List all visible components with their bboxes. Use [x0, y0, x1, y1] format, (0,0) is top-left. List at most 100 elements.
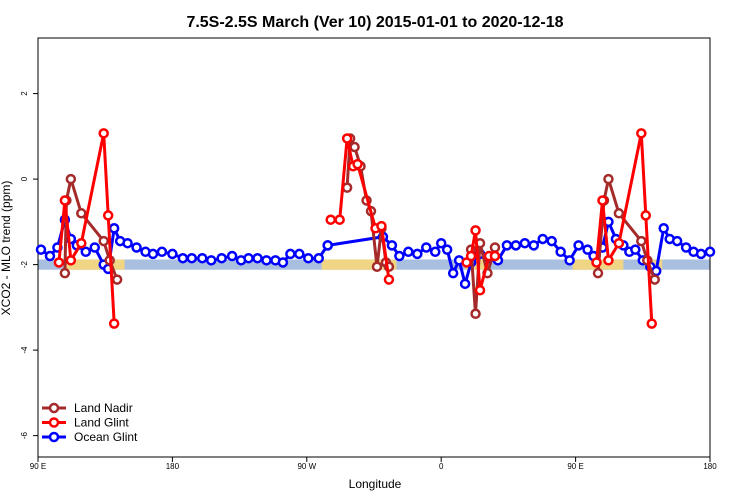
series-land-glint	[591, 128, 658, 329]
data-point	[53, 257, 65, 268]
data-point	[383, 274, 395, 285]
legend-label: Ocean Glint	[74, 430, 138, 444]
data-point	[640, 210, 652, 221]
data-point	[441, 244, 453, 255]
data-point	[303, 252, 314, 264]
y-tick-label: -6	[20, 432, 29, 440]
data-point	[122, 237, 133, 249]
series-land-glint	[53, 128, 120, 329]
data-point	[313, 252, 324, 264]
data-point	[435, 237, 447, 249]
y-tick-label: -4	[20, 346, 29, 354]
data-point	[555, 246, 566, 258]
data-point	[528, 240, 540, 251]
data-point	[59, 267, 71, 279]
data-point	[65, 173, 77, 185]
data-point	[177, 252, 189, 264]
data-point	[80, 246, 92, 258]
data-point	[603, 255, 614, 266]
data-point	[252, 252, 263, 264]
x-tick-label: 90 W	[297, 462, 316, 471]
data-point	[108, 223, 120, 234]
data-point	[108, 318, 120, 329]
data-point	[111, 274, 123, 285]
data-point	[294, 248, 305, 260]
data-point	[156, 246, 168, 258]
data-point	[322, 240, 333, 251]
data-point	[44, 250, 56, 262]
legend-marker	[48, 402, 60, 414]
data-point	[680, 242, 692, 253]
data-point	[277, 257, 289, 268]
data-point	[636, 128, 647, 139]
data-point	[501, 240, 513, 251]
data-point	[412, 248, 423, 260]
data-point	[131, 242, 142, 253]
data-point	[216, 252, 227, 264]
data-point	[671, 235, 683, 247]
data-point	[226, 250, 238, 262]
data-point	[186, 252, 198, 264]
data-point	[76, 208, 87, 219]
data-point	[349, 141, 360, 153]
data-point	[597, 195, 608, 206]
series-line	[595, 133, 654, 324]
data-point	[325, 214, 336, 225]
series-ocean-glint	[322, 216, 716, 290]
y-tick-label: 0	[20, 176, 29, 181]
data-point	[474, 285, 486, 296]
x-tick-label: 0	[439, 462, 444, 471]
x-tick-label: 180	[703, 462, 717, 471]
data-point	[489, 250, 501, 262]
data-point	[76, 237, 87, 249]
data-point	[546, 235, 557, 247]
data-point	[470, 308, 481, 320]
data-point	[591, 257, 602, 268]
data-point	[167, 248, 178, 260]
data-point	[630, 244, 641, 255]
data-point	[376, 220, 387, 232]
legend-label: Land Nadir	[74, 401, 133, 415]
data-point	[147, 248, 159, 260]
data-point	[65, 255, 77, 266]
data-point	[334, 214, 345, 225]
legend-item: Land Nadir	[42, 401, 133, 415]
data-point	[470, 225, 481, 236]
data-point	[371, 261, 383, 272]
x-axis-label: Longitude	[349, 477, 402, 491]
data-point	[243, 252, 254, 264]
data-point	[197, 252, 208, 264]
reference-band-highlight	[64, 259, 125, 270]
y-axis: 2 0 -2 -4 -6	[20, 91, 38, 439]
data-point	[465, 250, 477, 262]
data-point	[102, 210, 114, 221]
data-point	[613, 237, 625, 249]
data-point	[519, 237, 531, 249]
series-land-glint	[325, 133, 395, 285]
data-point	[636, 235, 647, 247]
data-point	[285, 248, 296, 260]
data-point	[592, 267, 604, 279]
data-point	[394, 250, 405, 262]
series-land-glint	[461, 225, 501, 296]
data-point	[459, 278, 471, 290]
y-tick-label: -2	[20, 261, 29, 269]
legend-item: Ocean Glint	[42, 430, 138, 444]
data-point	[613, 208, 625, 219]
data-point	[582, 244, 593, 255]
data-point	[704, 246, 716, 258]
x-tick-label: 180	[166, 462, 180, 471]
data-point	[447, 267, 459, 279]
data-point	[564, 255, 575, 266]
data-point	[646, 318, 658, 329]
data-point	[386, 240, 398, 251]
data-point	[89, 242, 100, 253]
legend-label: Land Glint	[74, 416, 129, 430]
x-tick-label: 90 E	[30, 462, 46, 471]
data-point	[421, 242, 432, 253]
data-point	[403, 246, 414, 258]
reference-band-highlight	[321, 259, 397, 270]
data-point	[341, 133, 353, 144]
data-point	[261, 255, 272, 266]
